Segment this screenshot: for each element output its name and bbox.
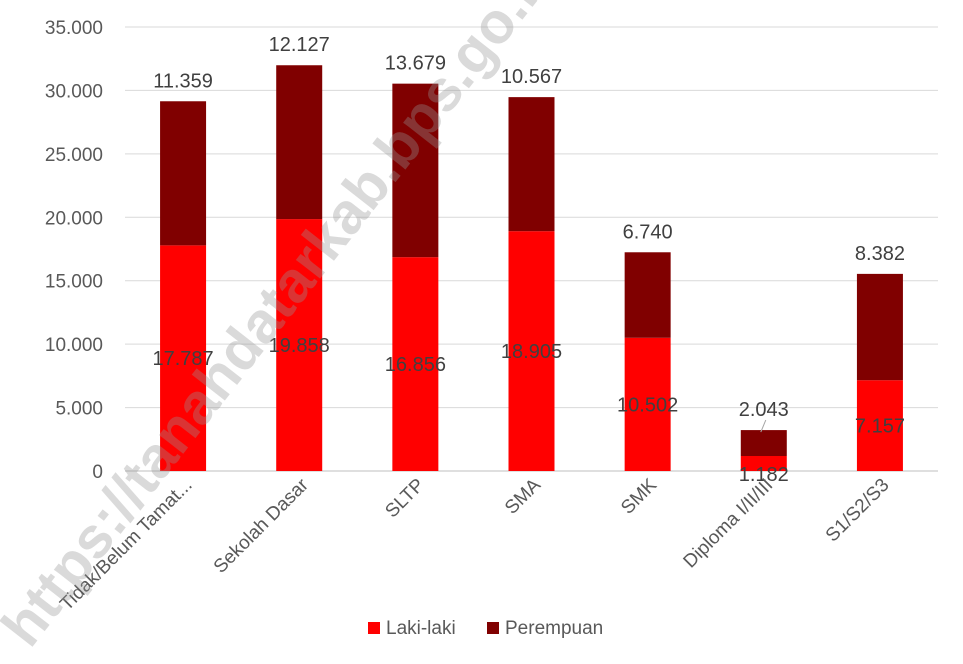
y-tick-label: 20.000: [45, 208, 103, 229]
data-label-laki-laki: 7.157: [855, 416, 905, 438]
y-axis-tick-labels: 0 5.000 10.000 15.000 20.000 25.000 30.000 35.0…: [45, 18, 103, 483]
y-tick-label: 15.000: [45, 272, 103, 293]
data-label-laki-laki: 10.502: [617, 394, 678, 416]
legend: Laki-laki Perempuan: [368, 618, 603, 639]
legend-label: Perempuan: [505, 618, 603, 639]
y-tick-label: 25.000: [45, 145, 103, 166]
leader-line: [760, 419, 767, 433]
bar-perempuan: [740, 430, 787, 457]
legend-label: Laki-laki: [386, 618, 456, 639]
y-tick-label: 35.000: [45, 18, 103, 39]
legend-swatch: [487, 622, 499, 634]
x-category-label: SMA: [501, 474, 545, 518]
y-tick-label: 10.000: [45, 335, 103, 356]
y-tick-label: 0: [92, 462, 103, 483]
data-label-laki-laki: 17.787: [152, 348, 213, 370]
bar-laki-laki: [160, 245, 207, 471]
data-label-laki-laki: 16.856: [385, 354, 446, 376]
bar-perempuan: [276, 65, 323, 220]
bar-laki-laki: [392, 257, 439, 471]
y-tick-label: 30.000: [45, 81, 103, 102]
bar-perempuan: [624, 252, 671, 338]
bar-perempuan: [160, 101, 207, 246]
data-label-perempuan: 2.043: [739, 399, 789, 421]
x-axis-category-labels: Tidak/Belum Tamat... Sekolah Dasar SLTP SMA…: [56, 474, 893, 615]
x-category-label: Sekolah Dasar: [210, 474, 313, 577]
x-category-label: Diploma I/II/III: [680, 475, 778, 573]
bar-laki-laki: [624, 337, 671, 471]
bar-laki-laki: [276, 219, 323, 471]
data-label-laki-laki: 1.182: [739, 464, 789, 486]
x-category-label: S1/S2/S3: [822, 475, 894, 547]
data-label-perempuan: 8.382: [855, 243, 905, 265]
bar-perempuan: [856, 273, 903, 381]
x-category-label: SMK: [617, 474, 661, 518]
bar-laki-laki: [740, 456, 787, 471]
data-labels: 17.787 11.359 19.858 12.127 16.856 13.679 18.9…: [152, 34, 904, 486]
bars: [160, 65, 903, 471]
data-label-perempuan: 13.679: [385, 53, 446, 75]
data-label-perempuan: 6.740: [623, 221, 673, 243]
data-label-laki-laki: 19.858: [269, 335, 330, 357]
bar-perempuan: [508, 97, 555, 232]
bar-laki-laki: [508, 231, 555, 471]
legend-swatch: [368, 622, 380, 634]
data-label-perempuan: 10.567: [501, 66, 562, 88]
data-label-perempuan: 11.359: [153, 70, 213, 92]
data-label-perempuan: 12.127: [269, 34, 330, 56]
y-tick-label: 5.000: [55, 399, 103, 420]
x-category-label: SLTP: [381, 475, 428, 522]
bar-perempuan: [392, 83, 439, 258]
data-label-laki-laki: 18.905: [501, 341, 562, 363]
bar-laki-laki: [856, 380, 903, 471]
